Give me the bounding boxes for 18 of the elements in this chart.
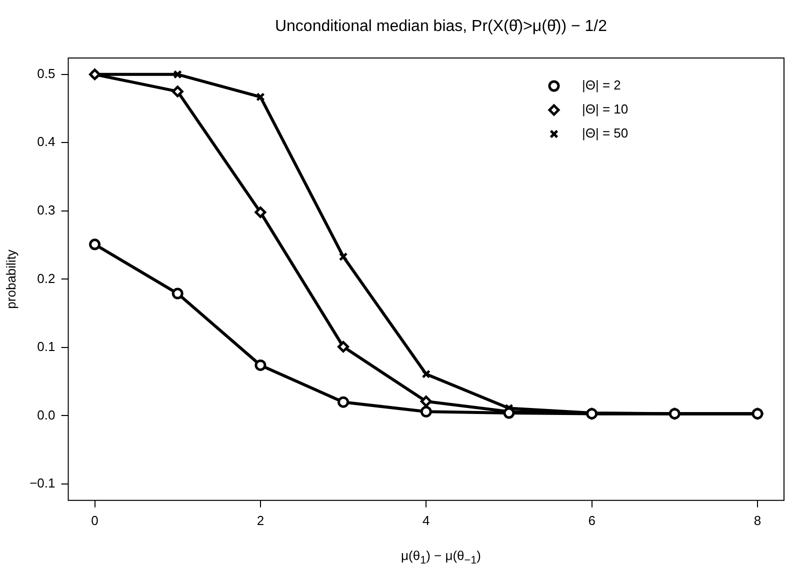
- y-tick-label: −0.1: [30, 476, 56, 491]
- x-tick-label: 8: [754, 512, 762, 528]
- y-tick-label: 0.0: [37, 407, 56, 422]
- y-tick-label: 0.1: [37, 339, 56, 354]
- x-tick-label: 4: [422, 512, 430, 528]
- y-tick-label: 0.3: [37, 202, 56, 218]
- x-tick-label: 6: [588, 512, 596, 528]
- x-tick-label: 0: [91, 512, 98, 528]
- y-tick-label: 0.2: [37, 270, 56, 286]
- x-tick-label: 2: [256, 512, 264, 528]
- y-axis-title: probability: [3, 249, 18, 309]
- legend-label: |Θ| = 10: [582, 102, 628, 117]
- x-axis-title: μ(θ$_{1}$) − μ(θ$_{−1}$): [400, 548, 482, 567]
- legend-label: |Θ| = 2: [582, 78, 621, 93]
- legend-label: |Θ| = 50: [582, 126, 628, 141]
- y-tick-label: 0.5: [37, 66, 56, 81]
- chart-title: Unconditional median bias, Pr(X(θ̂)>μ(θ̂)) − 1/2: [274, 18, 608, 36]
- y-tick-label: 0.4: [37, 134, 56, 150]
